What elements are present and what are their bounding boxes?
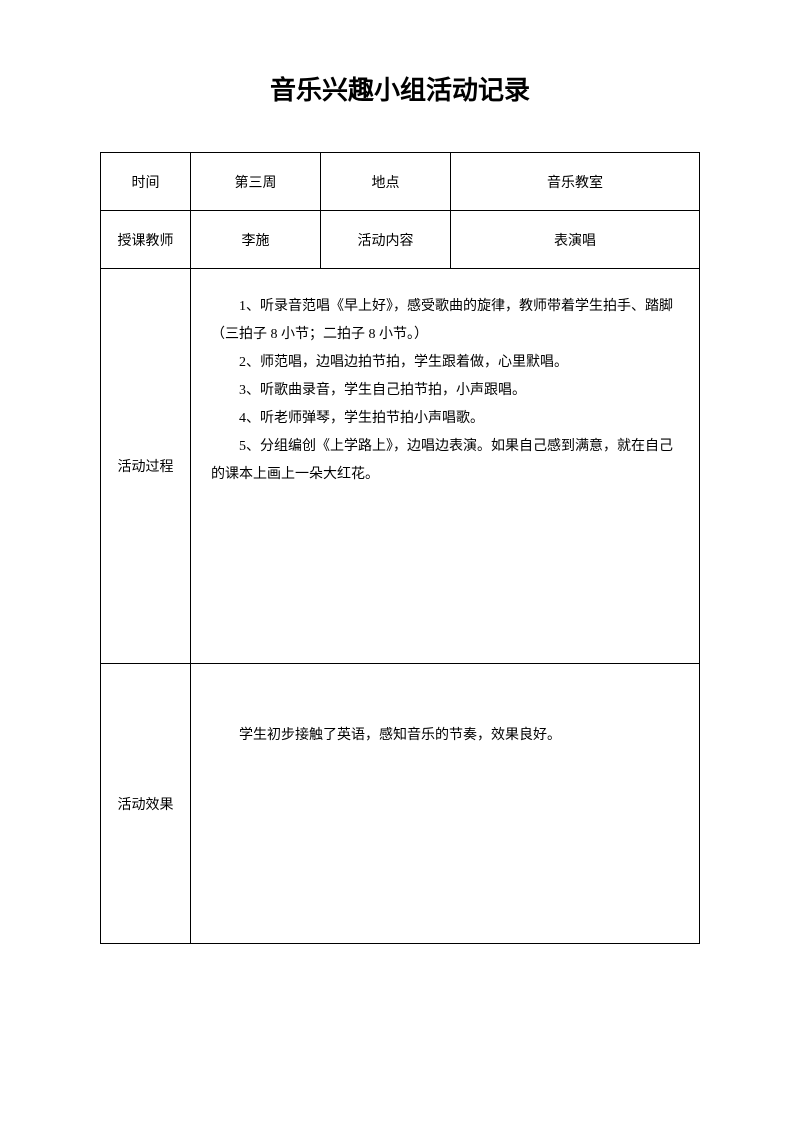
- value-content: 表演唱: [451, 211, 700, 269]
- label-result: 活动效果: [101, 664, 191, 944]
- row-time-place: 时间 第三周 地点 音乐教室: [101, 153, 700, 211]
- result-text: 学生初步接触了英语，感知音乐的节奏，效果良好。: [211, 724, 679, 744]
- label-place: 地点: [321, 153, 451, 211]
- process-p1: 1、听录音范唱《早上好》，感受歌曲的旋律，教师带着学生拍手、踏脚（三拍子 8 小…: [211, 293, 679, 349]
- label-content: 活动内容: [321, 211, 451, 269]
- label-teacher: 授课教师: [101, 211, 191, 269]
- result-content: 学生初步接触了英语，感知音乐的节奏，效果良好。: [191, 664, 700, 944]
- row-result: 活动效果 学生初步接触了英语，感知音乐的节奏，效果良好。: [101, 664, 700, 944]
- process-p5: 5、分组编创《上学路上》，边唱边表演。如果自己感到满意，就在自己的课本上画上一朵…: [211, 433, 679, 489]
- value-place: 音乐教室: [451, 153, 700, 211]
- process-p4: 4、听老师弹琴，学生拍节拍小声唱歌。: [211, 405, 679, 433]
- value-time: 第三周: [191, 153, 321, 211]
- process-p2: 2、师范唱，边唱边拍节拍，学生跟着做，心里默唱。: [211, 349, 679, 377]
- value-teacher: 李施: [191, 211, 321, 269]
- process-content: 1、听录音范唱《早上好》，感受歌曲的旋律，教师带着学生拍手、踏脚（三拍子 8 小…: [191, 269, 700, 664]
- process-p3: 3、听歌曲录音，学生自己拍节拍，小声跟唱。: [211, 377, 679, 405]
- row-teacher-content: 授课教师 李施 活动内容 表演唱: [101, 211, 700, 269]
- label-process: 活动过程: [101, 269, 191, 664]
- label-time: 时间: [101, 153, 191, 211]
- page-title: 音乐兴趣小组活动记录: [100, 70, 700, 107]
- row-process: 活动过程 1、听录音范唱《早上好》，感受歌曲的旋律，教师带着学生拍手、踏脚（三拍…: [101, 269, 700, 664]
- record-table: 时间 第三周 地点 音乐教室 授课教师 李施 活动内容 表演唱 活动过程 1、听…: [100, 152, 700, 944]
